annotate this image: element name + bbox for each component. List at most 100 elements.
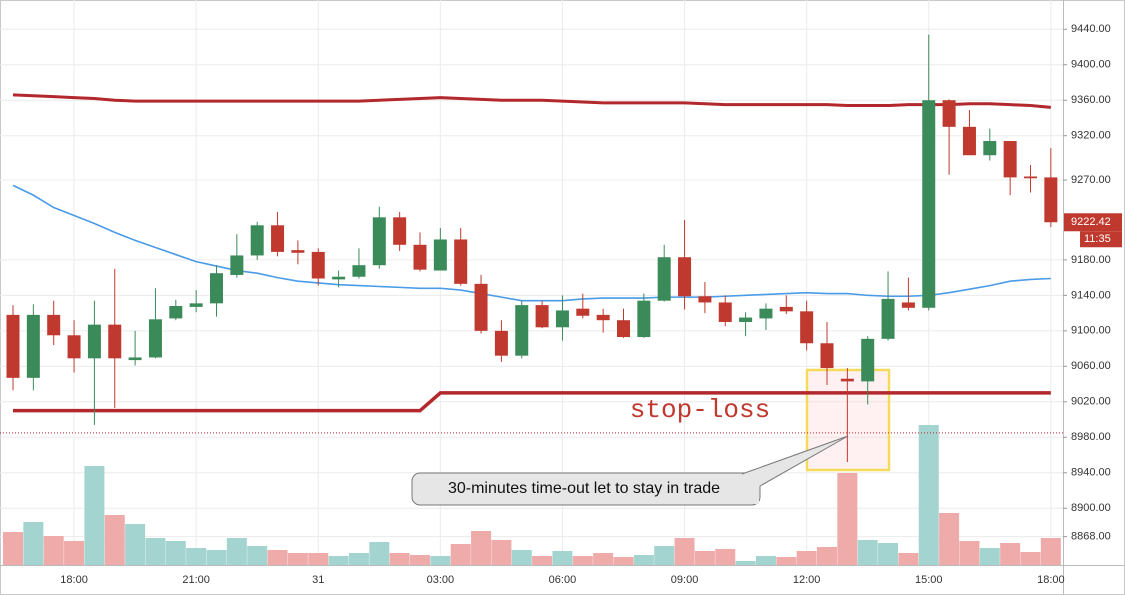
candle-body [454,239,468,284]
volume-bar [64,541,85,565]
candle-body [169,306,183,319]
candle-body [291,250,305,253]
volume-bar [532,556,553,565]
candle-body [779,306,793,312]
y-tick-label: 9180.00 [1071,254,1111,266]
volume-bar [328,556,349,565]
candle-body [1003,141,1017,178]
volume-bar [287,553,308,565]
volume-bar [613,557,634,565]
volume-bar [450,544,471,565]
volume-bar [796,551,817,565]
candle-body [433,239,447,271]
y-tick-label: 9020.00 [1071,396,1111,408]
volume-bar [410,555,430,565]
y-tick-label: 9270.00 [1071,174,1111,186]
candle-body [657,257,671,301]
volume-bar [471,531,492,565]
candle-body [617,320,630,338]
x-tick-label: 09:00 [671,574,699,586]
candle-body [942,100,956,127]
y-tick-label: 9400.00 [1071,59,1111,71]
volume-bar [389,553,410,565]
candle-body [6,314,20,378]
volume-bar [348,553,369,565]
indicator-line [12,184,1051,302]
candle-body [881,298,895,339]
candle-body [311,251,325,279]
volume-bar [918,425,939,565]
volume-bar [674,538,695,565]
volume-bar [837,473,858,565]
candle-body [515,305,529,356]
candle-body [26,314,40,378]
volume-bar [552,551,573,565]
volume-bar [593,553,614,565]
volume-bar [165,541,186,565]
volume-bar [1020,552,1041,565]
volume-bar [226,538,247,565]
stop-loss-label: stop-loss [630,395,770,425]
candle-body [352,265,366,277]
candle-body [47,314,61,336]
x-tick-label: 18:00 [1037,574,1065,586]
candle-body [332,276,346,280]
volume-bar [633,555,654,565]
candle-body [494,330,508,356]
volume-bar [776,557,797,565]
volume-bar [817,547,837,565]
volume-bar [491,540,512,565]
volume-bar [308,553,329,565]
candle-body [800,311,814,344]
last-price-box [1064,213,1122,232]
volume-bar [511,550,532,565]
candle-body [576,308,590,316]
candle-body [230,255,244,275]
volume-bar [857,540,878,565]
x-tick-label: 03:00 [427,574,455,586]
volume-bar [654,546,675,565]
y-tick-label: 8940.00 [1071,467,1111,479]
candle-body [983,141,997,156]
x-tick-label: 06:00 [549,574,577,586]
countdown-label: 11:35 [1084,233,1111,245]
volume-bar [186,548,207,565]
candle-body [474,283,488,331]
callout-pointer [741,435,849,487]
y-tick-label: 8868.00 [1071,531,1111,543]
candle-body [1024,176,1037,179]
candle-body [250,225,264,256]
candle-body [596,314,610,321]
volume-bar [247,546,268,565]
candle-body [1044,177,1058,223]
volume-bar [898,553,919,565]
y-tick-label: 9060.00 [1071,360,1111,372]
candle-body [189,303,203,307]
candle-body [128,357,142,361]
highlight-box [805,368,891,472]
candle-body [861,338,875,382]
volume-bar [125,524,146,565]
candle-body [840,378,854,382]
candle-body [148,319,162,358]
volume-bar [979,548,1000,565]
candle-body [901,302,915,308]
candle-body [718,302,732,322]
y-tick-label: 8900.00 [1071,502,1111,514]
candle-body [87,324,101,359]
volume-bar [755,556,776,565]
volume-bar [959,541,980,565]
volume-bar [267,550,288,565]
candle-body [372,217,386,266]
volume-bar [84,466,105,565]
candle-body [413,244,427,270]
y-tick-label: 9100.00 [1071,325,1111,337]
candle-body [393,217,407,245]
y-tick-label: 8980.00 [1071,431,1111,443]
candle-body [271,225,285,252]
volume-bar [1040,538,1061,565]
volume-bar [43,536,64,565]
candle-body [555,310,569,328]
y-tick-label: 9360.00 [1071,94,1111,106]
